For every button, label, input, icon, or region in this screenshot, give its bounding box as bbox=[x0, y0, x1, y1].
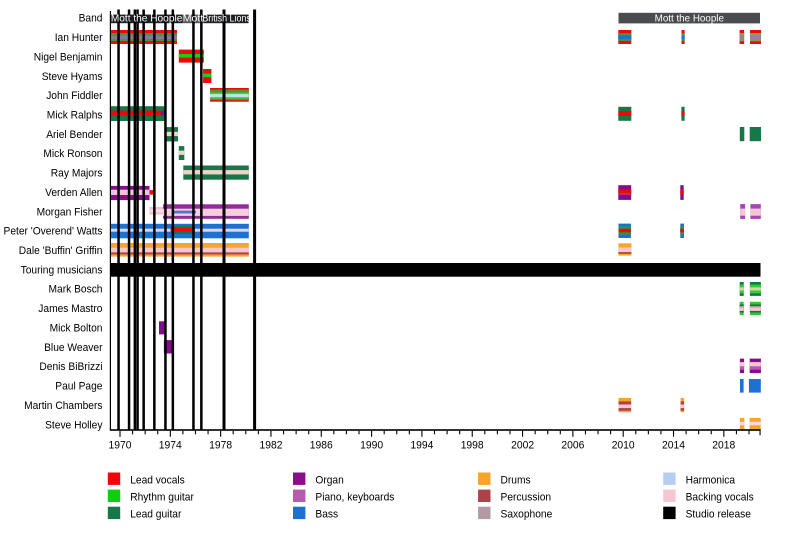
svg-text:1970: 1970 bbox=[109, 439, 132, 451]
svg-text:James Mastro: James Mastro bbox=[38, 303, 102, 315]
svg-text:2002: 2002 bbox=[511, 439, 534, 451]
svg-text:Morgan Fisher: Morgan Fisher bbox=[37, 206, 103, 218]
svg-text:2014: 2014 bbox=[662, 439, 685, 451]
svg-text:Lead vocals: Lead vocals bbox=[130, 474, 185, 486]
svg-text:Band: Band bbox=[79, 13, 103, 25]
svg-text:1978: 1978 bbox=[209, 439, 232, 451]
svg-text:Mott the Hoople: Mott the Hoople bbox=[111, 13, 183, 24]
svg-text:Nigel Benjamin: Nigel Benjamin bbox=[34, 51, 103, 63]
svg-text:Ariel Bender: Ariel Bender bbox=[46, 129, 103, 141]
svg-text:Martin Chambers: Martin Chambers bbox=[24, 400, 103, 412]
svg-text:John Fiddler: John Fiddler bbox=[46, 90, 103, 102]
svg-text:1982: 1982 bbox=[260, 439, 283, 451]
svg-text:Piano, keyboards: Piano, keyboards bbox=[315, 492, 394, 504]
svg-text:Mott: Mott bbox=[183, 13, 204, 24]
svg-text:Bass: Bass bbox=[315, 509, 338, 521]
svg-text:Denis BiBrizzi: Denis BiBrizzi bbox=[39, 361, 102, 373]
svg-text:1994: 1994 bbox=[410, 439, 433, 451]
svg-text:Peter 'Overend' Watts: Peter 'Overend' Watts bbox=[4, 226, 103, 238]
svg-text:Mick Ralphs: Mick Ralphs bbox=[47, 110, 103, 122]
svg-text:Mott the Hoople: Mott the Hoople bbox=[655, 13, 725, 24]
svg-text:1998: 1998 bbox=[461, 439, 484, 451]
svg-text:Studio release: Studio release bbox=[686, 509, 751, 521]
svg-text:Organ: Organ bbox=[315, 474, 343, 486]
svg-text:2010: 2010 bbox=[612, 439, 635, 451]
svg-text:Steve Holley: Steve Holley bbox=[45, 419, 103, 431]
svg-text:Steve Hyams: Steve Hyams bbox=[42, 71, 103, 83]
svg-text:Mick Bolton: Mick Bolton bbox=[50, 323, 103, 335]
svg-text:Mark Bosch: Mark Bosch bbox=[49, 284, 103, 296]
svg-text:Dale 'Buffin' Griffin: Dale 'Buffin' Griffin bbox=[19, 245, 103, 257]
svg-text:Ray Majors: Ray Majors bbox=[51, 168, 103, 180]
svg-text:Drums: Drums bbox=[501, 474, 532, 486]
svg-text:Verden Allen: Verden Allen bbox=[45, 187, 102, 199]
svg-text:Blue Weaver: Blue Weaver bbox=[44, 342, 103, 354]
svg-text:British Lions: British Lions bbox=[202, 13, 251, 24]
svg-text:Lead guitar: Lead guitar bbox=[130, 509, 182, 521]
svg-text:Backing vocals: Backing vocals bbox=[686, 492, 755, 504]
svg-text:2018: 2018 bbox=[712, 439, 735, 451]
svg-text:1986: 1986 bbox=[310, 439, 333, 451]
svg-text:Rhythm guitar: Rhythm guitar bbox=[130, 492, 194, 504]
svg-text:1974: 1974 bbox=[159, 439, 182, 451]
svg-text:Harmonica: Harmonica bbox=[686, 474, 736, 486]
svg-text:Ian Hunter: Ian Hunter bbox=[55, 32, 103, 44]
svg-text:Paul Page: Paul Page bbox=[55, 381, 102, 393]
svg-text:2006: 2006 bbox=[561, 439, 584, 451]
svg-text:Mick Ronson: Mick Ronson bbox=[43, 148, 102, 160]
svg-text:Saxophone: Saxophone bbox=[501, 509, 553, 521]
svg-text:Percussion: Percussion bbox=[501, 492, 552, 504]
svg-text:1990: 1990 bbox=[360, 439, 383, 451]
svg-text:Touring musicians: Touring musicians bbox=[21, 264, 103, 276]
